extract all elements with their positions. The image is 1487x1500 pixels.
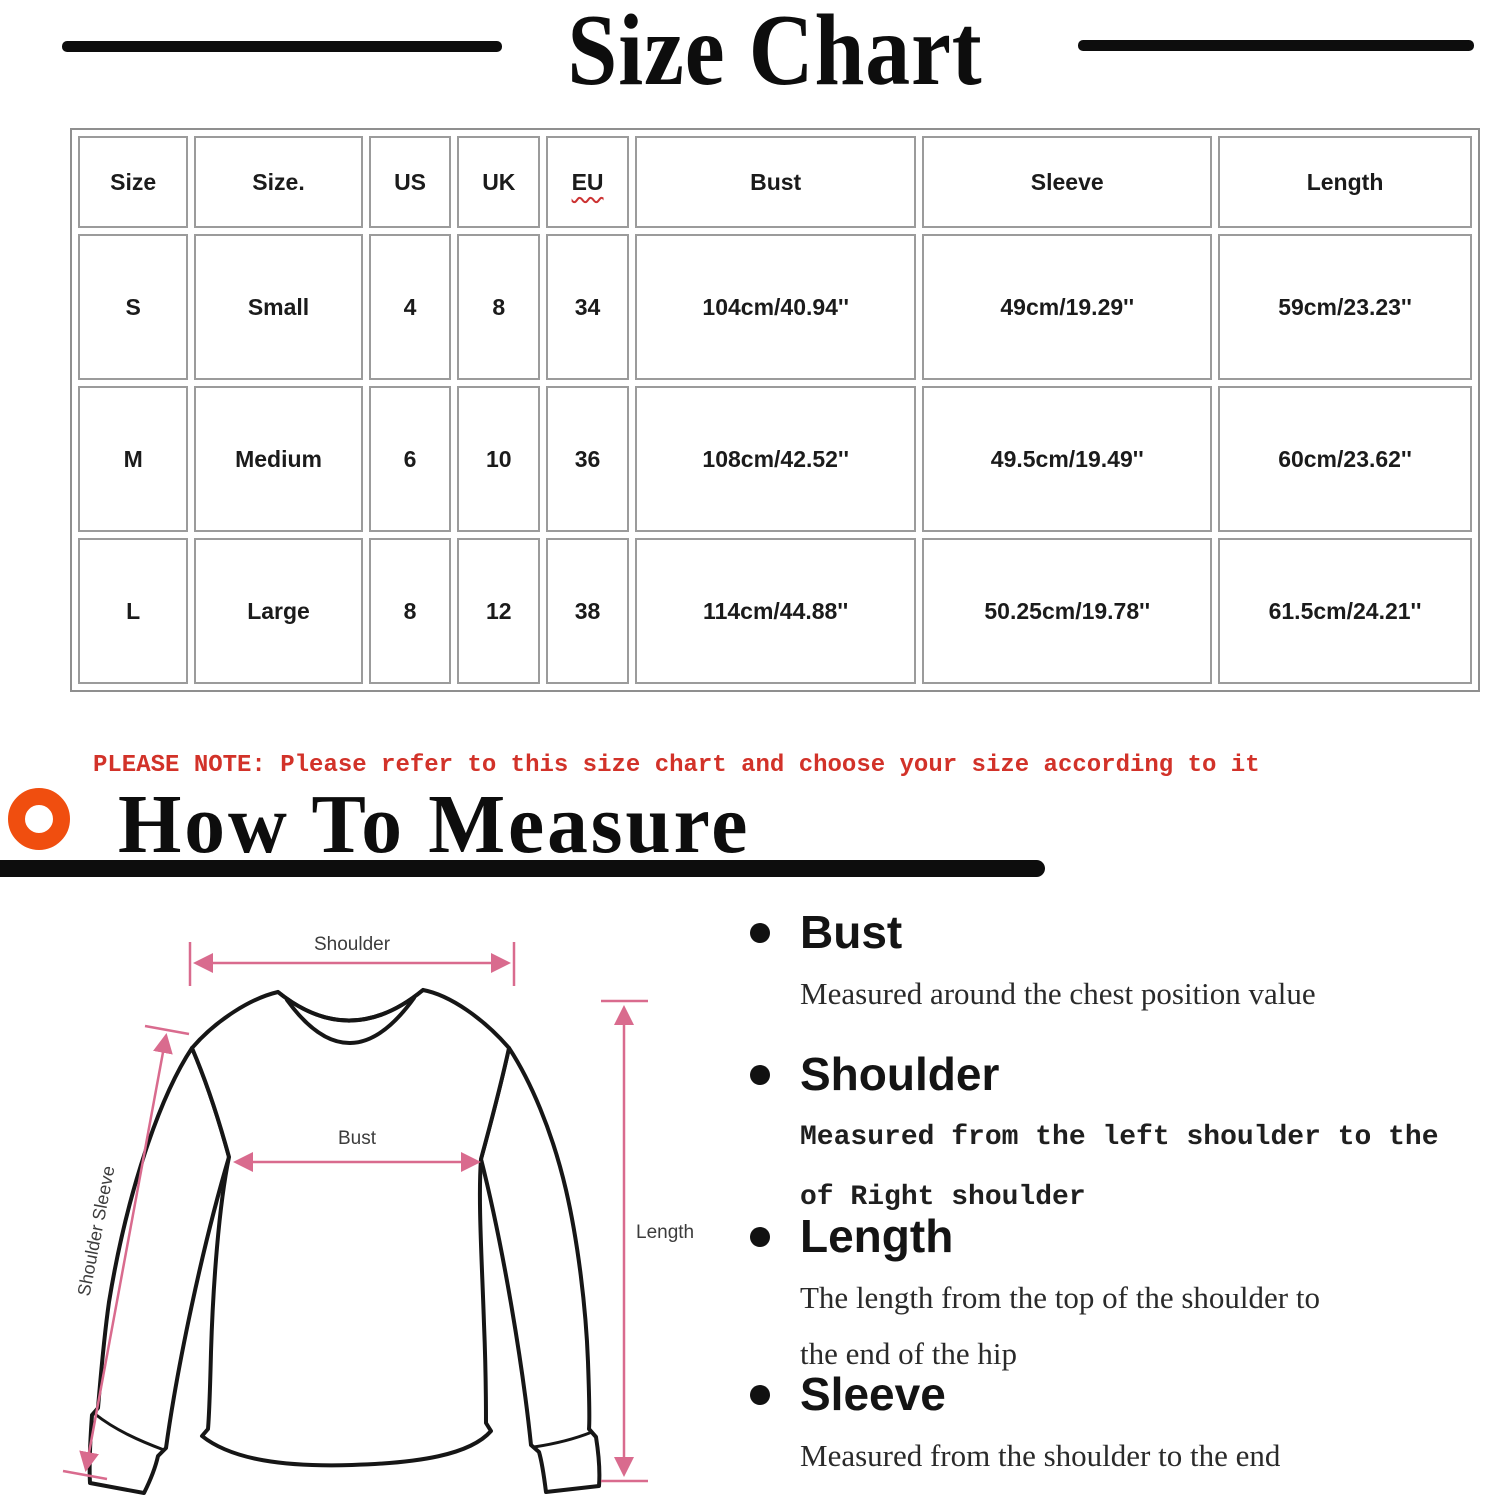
cell-m-size: M: [78, 386, 189, 532]
cell-l-name: Large: [194, 538, 363, 684]
cell-m-bust: 108cm/42.52'': [634, 386, 917, 532]
cell-m-sleeve: 49.5cm/19.49'': [922, 386, 1213, 532]
cell-l-sleeve: 50.25cm/19.78'': [922, 538, 1213, 684]
column-header-eu: EU: [546, 136, 629, 228]
cell-s-name: Small: [194, 234, 363, 380]
right-cuff-seam: [533, 1430, 593, 1449]
bullet-dot-icon: [750, 1227, 770, 1247]
measure-label: Shoulder: [800, 1048, 1000, 1100]
bust-arrow-label: Bust: [338, 1128, 377, 1149]
column-header-sleeve: Sleeve: [922, 136, 1213, 228]
table-row-small: S Small 4 8 34 104cm/40.94'' 49cm/19.29'…: [78, 234, 1472, 380]
measure-item-shoulder: Shoulder Measured from the left shoulder…: [746, 1050, 1470, 1228]
column-header-size-name: Size.: [194, 136, 363, 228]
measure-label: Sleeve: [800, 1368, 946, 1420]
cell-l-bust: 114cm/44.88'': [634, 538, 917, 684]
description-line: of Right shoulder: [800, 1182, 1086, 1214]
cell-s-size: S: [78, 234, 189, 380]
measure-description: Measured around the chest position value: [746, 966, 1470, 1022]
cell-l-eu: 38: [546, 538, 629, 684]
measure-item-sleeve: Sleeve Measured from the shoulder to the…: [746, 1370, 1470, 1500]
measure-description: Measured from the left shoulder to the o…: [746, 1108, 1470, 1228]
cell-l-size: L: [78, 538, 189, 684]
bullet-dot-icon: [750, 1385, 770, 1405]
bullet-dot-icon: [750, 923, 770, 943]
garment-measurement-diagram: Shoulder Bust Length Shoulder Sleeve: [62, 934, 694, 1495]
sweater-right-sleeve: [479, 1046, 602, 1494]
description-line: of sleeve: [800, 1484, 1470, 1500]
measure-label: Bust: [800, 906, 903, 958]
cell-s-us: 4: [368, 234, 452, 380]
bullet-dot-icon: [750, 1065, 770, 1085]
column-header-length: Length: [1218, 136, 1472, 228]
shoulder-arrow-label: Shoulder: [314, 934, 391, 955]
description-line: Measured from the shoulder to the end: [800, 1438, 1281, 1474]
cell-m-length: 60cm/23.62'': [1218, 386, 1472, 532]
length-arrow-label: Length: [636, 1222, 694, 1243]
length-arrow: [601, 999, 648, 1483]
cell-s-bust: 104cm/40.94'': [634, 234, 917, 380]
how-to-measure-heading: How To Measure: [118, 778, 751, 871]
description-line: The length from the top of the shoulder …: [800, 1280, 1320, 1316]
cell-m-uk: 10: [457, 386, 541, 532]
table-row-medium: M Medium 6 10 36 108cm/42.52'' 49.5cm/19…: [78, 386, 1472, 532]
cell-l-length: 61.5cm/24.21'': [1218, 538, 1472, 684]
cell-s-uk: 8: [457, 234, 541, 380]
measure-description: Measured from the shoulder to the end of…: [746, 1428, 1470, 1500]
description-line: the end of the hip: [800, 1336, 1017, 1372]
title-row: Size Chart: [0, 0, 1487, 120]
shoulder-arrow: [188, 942, 516, 986]
measure-item-length: Length The length from the top of the sh…: [746, 1212, 1470, 1382]
cell-m-name: Medium: [194, 386, 363, 532]
sweater-body: [190, 988, 511, 1468]
size-table-wrap: Size Size. US UK EU Bust Sleeve Length S…: [70, 128, 1480, 692]
title-rule-left: [62, 41, 502, 52]
size-note: PLEASE NOTE: Please refer to this size c…: [93, 752, 1260, 779]
cell-m-us: 6: [368, 386, 452, 532]
column-header-size: Size: [78, 136, 189, 228]
measure-description: The length from the top of the shoulder …: [746, 1270, 1470, 1382]
heading-underline-bar: [0, 860, 1045, 877]
column-header-us: US: [368, 136, 452, 228]
cell-l-us: 8: [368, 538, 452, 684]
cell-m-eu: 36: [546, 386, 629, 532]
table-header-row: Size Size. US UK EU Bust Sleeve Length: [78, 136, 1472, 228]
size-chart-table: Size Size. US UK EU Bust Sleeve Length S…: [70, 128, 1480, 692]
cell-l-uk: 12: [457, 538, 541, 684]
description-line: Measured around the chest position value: [800, 976, 1316, 1012]
description-line: Measured from the left shoulder to the: [800, 1122, 1439, 1154]
column-header-bust: Bust: [634, 136, 917, 228]
measure-item-bust: Bust Measured around the chest position …: [746, 908, 1470, 1022]
table-row-large: L Large 8 12 38 114cm/44.88'' 50.25cm/19…: [78, 538, 1472, 684]
sweater-collar-inner: [285, 996, 416, 1045]
cell-s-sleeve: 49cm/19.29'': [922, 234, 1213, 380]
column-header-uk: UK: [457, 136, 541, 228]
measure-label: Length: [800, 1210, 954, 1262]
column-header-eu-label: EU: [571, 168, 604, 195]
target-ring-icon: [8, 788, 70, 850]
cell-s-eu: 34: [546, 234, 629, 380]
shoulder-sleeve-arrow: [62, 1024, 190, 1481]
page-title: Size Chart: [567, 0, 983, 107]
cell-s-length: 59cm/23.23'': [1218, 234, 1472, 380]
sweater-collar-outer: [276, 988, 425, 1023]
title-rule-right: [1078, 40, 1474, 51]
